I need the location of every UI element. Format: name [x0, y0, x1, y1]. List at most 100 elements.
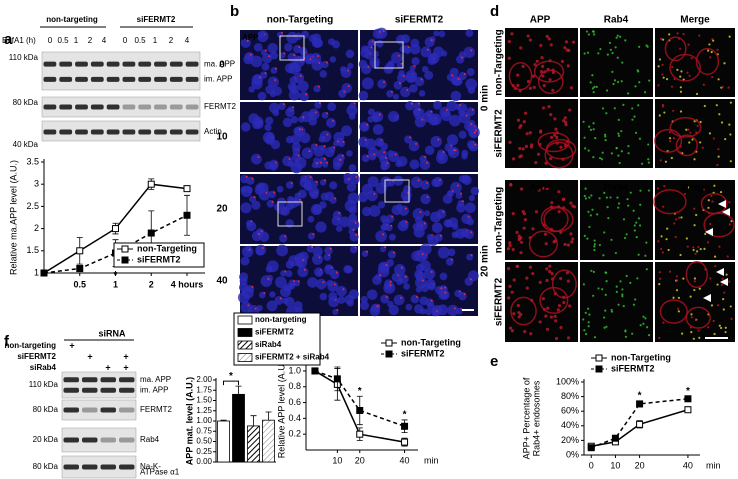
- band: [119, 407, 135, 413]
- puncta: [519, 236, 523, 240]
- nucleus: [285, 201, 295, 211]
- band: [119, 387, 135, 393]
- puncta: [687, 43, 690, 46]
- app-puncta: [324, 179, 327, 182]
- row-label: 10: [216, 132, 228, 143]
- membrane: [664, 36, 687, 62]
- nucleus: [439, 272, 448, 281]
- puncta: [528, 131, 532, 135]
- membrane: [669, 117, 702, 138]
- puncta: [554, 127, 558, 131]
- puncta: [591, 87, 594, 90]
- puncta: [694, 252, 697, 255]
- puncta: [660, 247, 663, 251]
- puncta: [647, 189, 651, 192]
- nucleus: [329, 181, 338, 190]
- column-label: non-Targeting: [267, 15, 333, 26]
- puncta: [507, 296, 511, 300]
- group-label: non-targeting: [46, 15, 98, 24]
- legend-label: siFERMT2: [137, 254, 181, 264]
- puncta: [621, 288, 624, 291]
- puncta: [669, 140, 672, 143]
- puncta: [548, 269, 552, 274]
- panel-letter: e: [490, 353, 498, 370]
- puncta: [510, 329, 515, 333]
- legend-box: [378, 337, 472, 361]
- x-tick-label: 20: [355, 455, 365, 465]
- header: siRNA: [98, 328, 126, 338]
- app-puncta: [385, 296, 388, 299]
- nucleus: [319, 70, 328, 78]
- significance: *: [114, 270, 118, 281]
- puncta: [674, 235, 677, 239]
- blot: [61, 399, 137, 421]
- nucleus: [269, 51, 278, 60]
- x-unit: min: [706, 460, 721, 470]
- band: [59, 129, 73, 135]
- puncta: [713, 332, 716, 336]
- x-tick-label: 10: [332, 455, 342, 465]
- puncta: [601, 151, 604, 154]
- nucleus: [393, 175, 404, 186]
- puncta: [629, 191, 632, 194]
- app-puncta: [339, 158, 342, 161]
- puncta: [557, 210, 561, 214]
- blot: [41, 120, 201, 142]
- app-puncta: [430, 39, 433, 42]
- band: [138, 61, 152, 67]
- puncta: [583, 136, 586, 139]
- nucleus: [408, 140, 420, 152]
- y-tick-label: 3: [34, 179, 39, 189]
- app-puncta: [366, 123, 369, 126]
- puncta: [542, 84, 546, 88]
- puncta: [549, 43, 553, 47]
- puncta: [679, 90, 683, 93]
- nucleus: [341, 125, 353, 137]
- legend-marker: [385, 350, 393, 358]
- puncta: [698, 287, 701, 290]
- puncta: [587, 307, 590, 310]
- arrowhead: [718, 200, 726, 208]
- condition-label: siFERMT2: [17, 352, 56, 361]
- micrograph: [655, 99, 735, 168]
- nucleus: [272, 86, 283, 96]
- puncta: [543, 186, 547, 191]
- legend-label: non-targeting: [255, 315, 307, 324]
- app-puncta: [347, 69, 350, 72]
- nucleus: [307, 277, 318, 288]
- data-point: [147, 229, 155, 237]
- app-puncta: [463, 73, 466, 76]
- puncta: [647, 161, 650, 164]
- band-label: im. APP: [204, 74, 232, 83]
- puncta: [658, 271, 661, 274]
- app-puncta: [450, 258, 453, 261]
- nucleus: [419, 260, 431, 272]
- nucleus: [464, 229, 475, 240]
- nucleus: [345, 49, 355, 59]
- band: [154, 104, 167, 110]
- puncta: [549, 315, 553, 319]
- puncta: [683, 192, 687, 196]
- app-puncta: [463, 293, 466, 296]
- column-label: Rab4: [604, 15, 629, 26]
- band: [100, 377, 116, 383]
- nucleus: [447, 304, 459, 317]
- app-puncta: [264, 49, 267, 52]
- puncta: [692, 246, 695, 249]
- app-puncta: [453, 307, 456, 310]
- row-label: BafA1 (h): [2, 36, 36, 45]
- nucleus: [253, 74, 263, 85]
- nucleus: [269, 102, 280, 114]
- condition-label: siRab4: [30, 363, 57, 372]
- puncta: [560, 59, 565, 64]
- nucleus: [400, 189, 412, 201]
- puncta: [555, 135, 559, 139]
- nucleus: [324, 246, 333, 255]
- puncta: [693, 277, 697, 280]
- lane-label: 2: [169, 36, 174, 45]
- app-puncta: [405, 220, 408, 223]
- app-puncta: [305, 93, 308, 96]
- puncta: [671, 65, 674, 69]
